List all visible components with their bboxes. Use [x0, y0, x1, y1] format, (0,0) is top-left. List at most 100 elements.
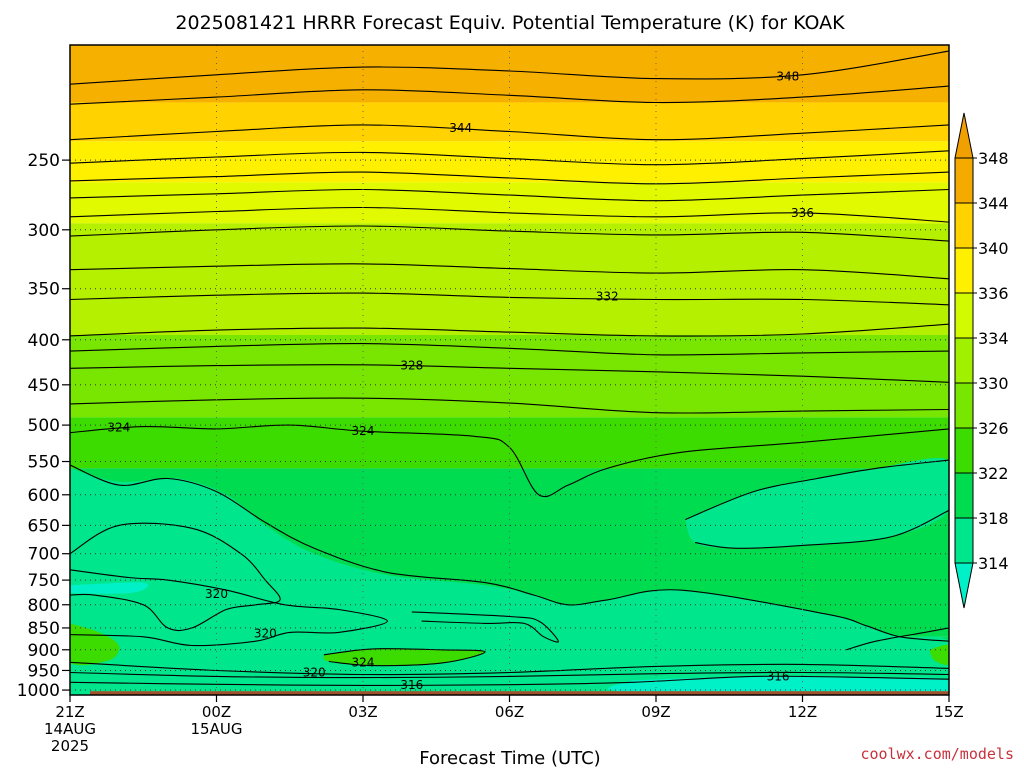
fill-region-3-326k [929, 644, 949, 666]
y-tick-label-650: 650 [28, 516, 60, 536]
y-tick-label-450: 450 [28, 376, 60, 396]
contour-label-7: 320 [205, 587, 228, 601]
colorbar-label-334: 334 [978, 329, 1009, 348]
fill-band-2-342k [70, 141, 949, 183]
y-tick-label-950: 950 [28, 661, 60, 681]
fill-band-6-326k [70, 417, 949, 469]
contour-label-text: 320 [205, 587, 228, 601]
contour-label-12: 316 [767, 669, 790, 683]
y-tick-label-400: 400 [28, 331, 60, 351]
fill-region-0-318k [70, 468, 949, 695]
chart-title: 2025081421 HRRR Forecast Equiv. Potentia… [175, 12, 845, 34]
colorbar-swatch-5 [954, 382, 974, 429]
contour-label-text: 320 [303, 665, 326, 679]
terrain-below-surface [90, 691, 949, 695]
fill-band-1-346k [70, 102, 949, 142]
y-tick-label-850: 850 [28, 619, 60, 639]
colorbar-swatch-2 [954, 247, 974, 294]
contour-label-4: 328 [400, 359, 423, 373]
colorbar-label-336: 336 [978, 284, 1009, 303]
colorbar-swatch-8 [954, 517, 974, 564]
x-tick-label-0-line2: 2025 [51, 737, 89, 755]
contour-label-text: 324 [352, 655, 375, 669]
x-tick-label-12-line0: 09Z [641, 703, 670, 721]
contour-label-text: 324 [107, 420, 130, 434]
colorbar-swatch-7 [954, 472, 974, 519]
contour-label-2: 336 [791, 206, 814, 220]
contour-line-316k-25 [70, 675, 949, 686]
contour-line-322k-15 [70, 464, 949, 642]
contour-label-8: 320 [254, 626, 277, 640]
contour-line-320k-21 [846, 627, 949, 651]
contour-label-5: 324 [107, 420, 130, 434]
fill-band-3-338k [70, 182, 949, 224]
colorbar-label-314: 314 [978, 554, 1009, 573]
colorbar-label-318: 318 [978, 509, 1009, 528]
colorbar-swatch-4 [954, 337, 974, 384]
y-tick-label-900: 900 [28, 641, 60, 661]
fill-region-6-314k [70, 582, 149, 594]
contour-label-text: 332 [596, 289, 619, 303]
contour-line-324k-23 [323, 648, 486, 667]
x-tick-label-15-line0: 12Z [788, 703, 817, 721]
contour-line-346k-1 [70, 85, 949, 105]
contour-line-320k-20 [411, 611, 559, 643]
contour-line-342k-3 [70, 150, 949, 166]
contour-label-6: 324 [352, 424, 375, 438]
colorbar-swatch-6 [954, 427, 974, 474]
contour-label-text: 336 [791, 206, 814, 220]
contour-line-330k-11 [70, 343, 949, 356]
colorbar-label-326: 326 [978, 419, 1009, 438]
source-credit: coolwx.com/models [860, 745, 1014, 763]
y-tick-label-600: 600 [28, 486, 60, 506]
fill-region-5-314k [608, 676, 949, 694]
x-tick-label-6-line0: 03Z [348, 703, 377, 721]
contour-label-text: 320 [254, 626, 277, 640]
colorbar-label-344: 344 [978, 194, 1009, 213]
x-tick-label-3-line0: 00Z [202, 703, 231, 721]
fill-region-1-318k [685, 457, 949, 549]
contour-label-text: 316 [400, 678, 423, 692]
x-tick-label-3-line1: 15AUG [191, 720, 243, 738]
colorbar-swatch-0 [954, 157, 974, 204]
y-tick-label-750: 750 [28, 571, 60, 591]
contour-line-320k-19 [70, 569, 388, 647]
contour-line-336k-6 [70, 206, 949, 223]
x-tick-label-9-line0: 06Z [495, 703, 524, 721]
contour-line-320k-22 [70, 661, 949, 676]
fill-band-0-348k [70, 45, 949, 103]
x-tick-label-0-line0: 21Z [55, 703, 84, 721]
fill-region-2-326k [70, 623, 120, 666]
contour-line-322k-16 [685, 459, 949, 521]
contour-label-9: 324 [352, 655, 375, 669]
colorbar-label-330: 330 [978, 374, 1009, 393]
colorbar-label-322: 322 [978, 464, 1009, 483]
contour-label-text: 328 [400, 359, 423, 373]
fill-region-4-326k [323, 648, 486, 666]
contour-label-text: 316 [767, 669, 790, 683]
contour-line-322k-17 [695, 509, 949, 549]
y-tick-label-300: 300 [28, 221, 60, 241]
contour-label-3: 332 [596, 289, 619, 303]
contour-line-348k-0 [70, 50, 949, 85]
colorbar-label-348: 348 [978, 149, 1009, 168]
contour-label-1: 344 [449, 121, 472, 135]
x-axis-label: Forecast Time (UTC) [419, 748, 600, 768]
contour-label-text: 324 [352, 424, 375, 438]
contour-label-10: 320 [303, 665, 326, 679]
x-tick-label-18-line0: 15Z [934, 703, 963, 721]
contour-label-0: 348 [776, 70, 799, 84]
x-tick-label-0-line1: 14AUG [44, 720, 96, 738]
contour-label-text: 348 [776, 70, 799, 84]
y-tick-label-1000: 1000 [17, 681, 60, 701]
contour-label-11: 316 [400, 678, 423, 692]
y-tick-label-550: 550 [28, 453, 60, 473]
contour-label-text: 344 [449, 121, 472, 135]
y-tick-label-800: 800 [28, 596, 60, 616]
y-tick-label-350: 350 [28, 280, 60, 300]
colorbar-label-340: 340 [978, 239, 1009, 258]
colorbar-swatch-3 [954, 292, 974, 339]
colorbar-swatch-1 [954, 202, 974, 249]
contour-line-334k-8 [70, 263, 949, 280]
